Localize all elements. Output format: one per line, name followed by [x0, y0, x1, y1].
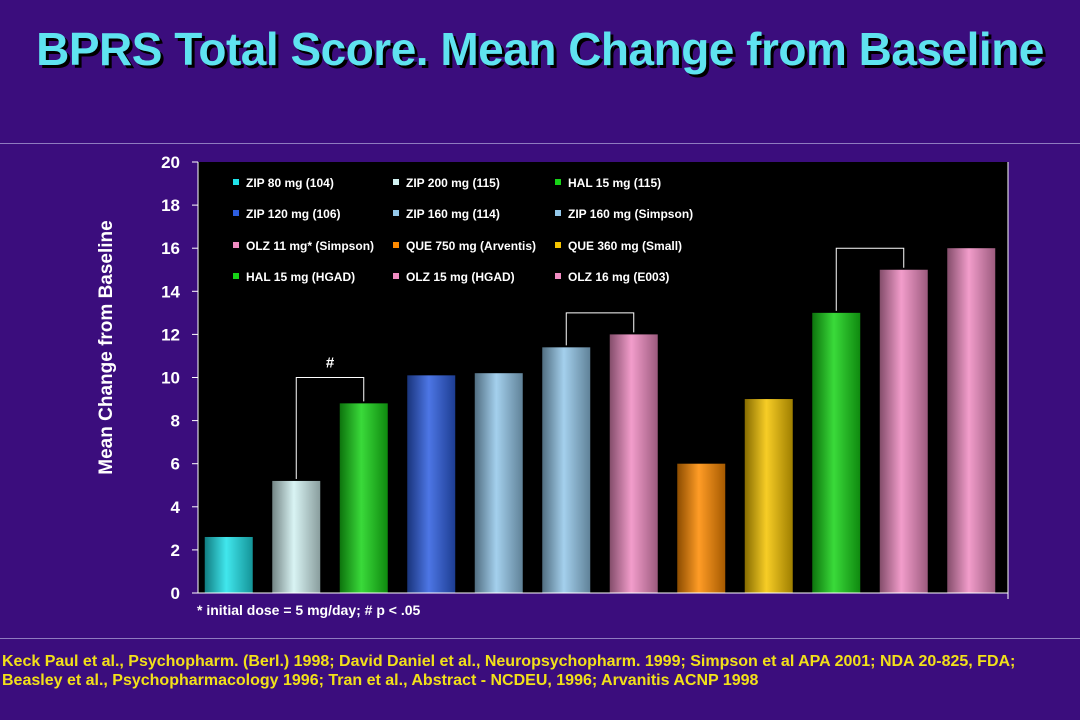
legend-item-label: HAL 15 mg (115): [568, 176, 661, 190]
legend-swatch: [555, 242, 561, 248]
legend-item-label: QUE 750 mg (Arventis): [406, 239, 536, 253]
bar-10: [812, 312, 861, 593]
legend-swatch: [233, 242, 239, 248]
bar-11: [879, 269, 928, 593]
bars: [204, 248, 996, 593]
y-tick-label: 6: [171, 455, 180, 474]
bracket-label: #: [326, 355, 335, 372]
y-tick-label: 12: [161, 325, 180, 344]
y-axis-title: Mean Change from Baseline: [96, 220, 117, 474]
legend-item-label: OLZ 15 mg (HGAD): [406, 270, 515, 284]
legend-swatch: [555, 273, 561, 279]
y-tick-label: 10: [161, 369, 180, 388]
y-tick-label: 0: [171, 584, 180, 603]
legend-item-label: ZIP 200 mg (115): [406, 176, 500, 190]
legend-swatch: [393, 273, 399, 279]
legend-swatch: [393, 242, 399, 248]
chart-footnote: * initial dose = 5 mg/day; # p < .05: [197, 602, 421, 618]
legend-item-label: OLZ 16 mg (E003): [568, 270, 669, 284]
bar-3: [339, 403, 388, 593]
citation-text: Keck Paul et al., Psychopharm. (Berl.) 1…: [2, 653, 1016, 689]
legend-swatch: [555, 210, 561, 216]
legend: ZIP 80 mg (104) ZIP 200 mg (115) HAL 15 mg…: [233, 176, 693, 284]
bar-6: [542, 347, 591, 593]
y-tick-label: 4: [171, 498, 181, 517]
legend-item-label: ZIP 160 mg (Simpson): [568, 207, 693, 221]
bar-chart: # 0 2 4 6 8 10 12 14 16 18 20 Mean Change from Bas…: [96, 153, 1009, 618]
y-tick-label: 16: [161, 239, 180, 258]
legend-item-label: ZIP 120 mg (106): [246, 207, 341, 221]
y-tick-label: 20: [161, 153, 180, 172]
legend-swatch: [393, 179, 399, 185]
legend-item-label: OLZ 11 mg* (Simpson): [246, 239, 374, 253]
bar-12: [947, 248, 996, 593]
bar-8: [677, 463, 726, 593]
bar-1: [204, 536, 253, 593]
y-tick-label: 14: [161, 282, 180, 301]
significance-brackets: #: [295, 247, 905, 479]
bar-2: [272, 480, 321, 593]
slide-title: BPRS Total Score. Mean Change from Basel…: [36, 23, 1044, 75]
bar-7: [609, 334, 658, 593]
legend-swatch: [233, 179, 239, 185]
legend-swatch: [233, 210, 239, 216]
bar-9: [744, 399, 793, 593]
bar-4: [407, 375, 456, 593]
legend-item-label: ZIP 160 mg (114): [406, 207, 500, 221]
legend-item-label: ZIP 80 mg (104): [246, 176, 334, 190]
legend-swatch: [393, 210, 399, 216]
y-axis: 0 2 4 6 8 10 12 14 16 18 20: [161, 153, 1009, 603]
legend-swatch: [555, 179, 561, 185]
y-tick-label: 8: [171, 412, 180, 431]
y-tick-label: 2: [171, 541, 180, 560]
y-tick-label: 18: [161, 196, 180, 215]
legend-swatch: [233, 273, 239, 279]
legend-item-label: HAL 15 mg (HGAD): [246, 270, 355, 284]
bracket-3: [835, 247, 905, 311]
bottom-divider: [0, 638, 1080, 639]
legend-item-label: QUE 360 mg (Small): [568, 239, 682, 253]
bar-5: [474, 373, 523, 593]
top-divider: [0, 143, 1080, 144]
bracket-2: [565, 312, 635, 346]
bracket-1: [295, 377, 365, 479]
